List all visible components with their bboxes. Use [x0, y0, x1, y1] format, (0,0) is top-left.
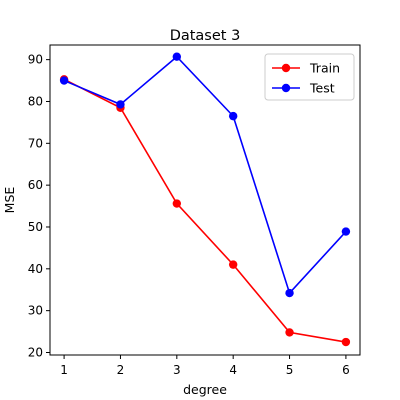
- data-point-test: [116, 100, 125, 109]
- legend-marker-test: [281, 83, 291, 93]
- data-point-test: [172, 52, 182, 61]
- y-tick-label: 80: [28, 94, 43, 108]
- axis-ticks: 1 2 3 4 5 6 20 30 40 50 60 70 80 90: [28, 53, 350, 377]
- y-tick-label: 40: [28, 262, 43, 276]
- y-tick-label: 50: [28, 220, 43, 234]
- x-tick-label: 4: [229, 363, 237, 377]
- data-point-train: [228, 260, 238, 269]
- data-point-train: [341, 337, 351, 347]
- legend-marker-train: [281, 63, 291, 73]
- y-tick-label: 70: [28, 136, 43, 150]
- x-axis-label: degree: [183, 382, 227, 397]
- x-tick-label: 6: [342, 363, 350, 377]
- legend-label-test: Test: [309, 81, 335, 96]
- y-tick-label: 60: [28, 178, 43, 192]
- y-axis-label: MSE: [2, 187, 17, 214]
- series-line-train: [63, 78, 347, 343]
- plot-frame: [49, 44, 361, 356]
- legend-label-train: Train: [309, 61, 340, 76]
- data-point-train: [285, 328, 294, 337]
- series-layer: [59, 52, 351, 347]
- x-tick-label: 1: [60, 363, 68, 377]
- data-point-train: [172, 199, 182, 208]
- data-point-test: [228, 111, 238, 121]
- data-point-test: [59, 76, 69, 85]
- x-tick-label: 5: [286, 363, 294, 377]
- legend: Train Test: [264, 53, 355, 101]
- x-tick-label: 2: [117, 363, 125, 377]
- chart-title: Dataset 3: [170, 28, 241, 44]
- y-tick-label: 30: [28, 304, 43, 318]
- x-tick-label: 3: [173, 363, 181, 377]
- data-point-test: [341, 227, 351, 236]
- y-tick-label: 20: [28, 345, 43, 359]
- data-point-test: [285, 288, 294, 298]
- y-tick-label: 90: [28, 53, 43, 67]
- series-line-test: [63, 55, 347, 295]
